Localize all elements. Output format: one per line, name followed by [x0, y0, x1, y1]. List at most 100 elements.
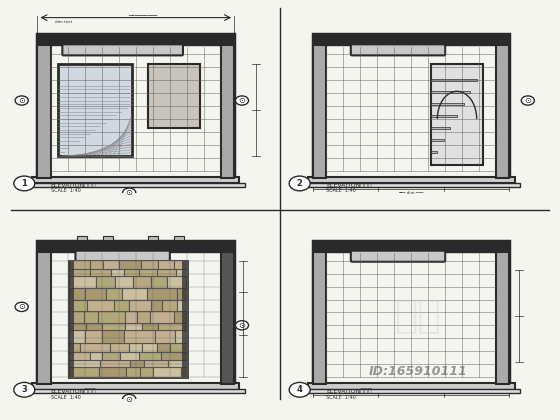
- Circle shape: [15, 302, 28, 312]
- Bar: [176, 300, 187, 311]
- Bar: [161, 352, 187, 360]
- Bar: [90, 260, 104, 268]
- Bar: [69, 311, 83, 323]
- Bar: [221, 45, 234, 178]
- Text: ⊙: ⊙: [239, 321, 245, 330]
- Bar: [313, 241, 510, 252]
- Text: ELEVATION立面图: ELEVATION立面图: [326, 182, 371, 188]
- Bar: [151, 300, 162, 311]
- Bar: [302, 389, 520, 394]
- Bar: [147, 288, 177, 300]
- Bar: [125, 323, 142, 330]
- Bar: [126, 368, 140, 377]
- Bar: [157, 268, 176, 276]
- Bar: [148, 236, 158, 240]
- Bar: [69, 288, 85, 300]
- Bar: [69, 343, 80, 352]
- Circle shape: [123, 188, 136, 197]
- Bar: [177, 288, 187, 300]
- Bar: [69, 276, 96, 288]
- Bar: [32, 383, 239, 390]
- Bar: [176, 268, 187, 276]
- Text: SCALE  1:40: SCALE 1:40: [326, 188, 356, 193]
- Bar: [137, 311, 150, 323]
- Bar: [431, 127, 450, 129]
- Bar: [142, 323, 158, 330]
- Bar: [307, 383, 515, 390]
- Bar: [313, 252, 326, 384]
- Bar: [431, 91, 470, 93]
- Bar: [174, 236, 184, 240]
- Bar: [32, 177, 239, 184]
- Bar: [170, 343, 187, 352]
- Bar: [90, 352, 102, 360]
- Text: ⊙: ⊙: [18, 302, 25, 311]
- Bar: [151, 276, 167, 288]
- Bar: [185, 323, 187, 330]
- Bar: [69, 352, 90, 360]
- Bar: [69, 261, 74, 377]
- Bar: [431, 103, 464, 105]
- Bar: [139, 268, 157, 276]
- Bar: [158, 260, 174, 268]
- Bar: [150, 311, 174, 323]
- Bar: [431, 79, 477, 81]
- Bar: [221, 252, 234, 384]
- Bar: [99, 368, 126, 377]
- Text: ELEVATION立面图: ELEVATION立面图: [50, 389, 96, 394]
- Bar: [38, 34, 234, 178]
- Bar: [129, 343, 142, 352]
- Bar: [103, 236, 114, 240]
- Bar: [167, 276, 186, 288]
- Bar: [98, 311, 125, 323]
- Text: ⊙: ⊙: [524, 96, 531, 105]
- Bar: [496, 252, 510, 384]
- Bar: [313, 34, 510, 45]
- Text: SCALE  1:40: SCALE 1:40: [50, 188, 80, 193]
- Bar: [175, 330, 187, 343]
- FancyBboxPatch shape: [351, 251, 445, 262]
- Bar: [431, 139, 444, 141]
- Bar: [162, 300, 176, 311]
- Text: dim text: dim text: [55, 20, 72, 24]
- Bar: [174, 260, 187, 268]
- Bar: [69, 323, 86, 330]
- Text: ─── dim ───: ─── dim ───: [398, 192, 424, 195]
- Bar: [125, 311, 137, 323]
- Circle shape: [235, 321, 249, 330]
- Circle shape: [123, 394, 136, 404]
- Bar: [69, 300, 87, 311]
- Bar: [90, 268, 111, 276]
- Bar: [38, 45, 50, 178]
- Text: ELEVATION立面图: ELEVATION立面图: [326, 389, 371, 394]
- Bar: [313, 34, 510, 178]
- Bar: [431, 151, 437, 153]
- Bar: [130, 360, 144, 368]
- Bar: [27, 389, 245, 394]
- Text: 2: 2: [297, 179, 302, 188]
- FancyBboxPatch shape: [76, 251, 170, 262]
- Bar: [102, 330, 124, 343]
- Circle shape: [235, 96, 249, 105]
- Bar: [110, 343, 129, 352]
- Bar: [87, 300, 114, 311]
- Bar: [115, 276, 133, 288]
- Text: 知乎: 知乎: [394, 297, 441, 335]
- FancyBboxPatch shape: [351, 45, 445, 55]
- Bar: [124, 330, 155, 343]
- Bar: [181, 368, 187, 377]
- Bar: [152, 368, 181, 377]
- Bar: [102, 323, 125, 330]
- Bar: [129, 300, 151, 311]
- Bar: [181, 261, 187, 377]
- Bar: [133, 276, 151, 288]
- Bar: [96, 276, 115, 288]
- Bar: [167, 360, 187, 368]
- Bar: [307, 177, 515, 184]
- Circle shape: [14, 176, 35, 191]
- Circle shape: [289, 383, 310, 397]
- Bar: [86, 323, 102, 330]
- Bar: [431, 115, 457, 117]
- Bar: [80, 343, 110, 352]
- Circle shape: [289, 176, 310, 191]
